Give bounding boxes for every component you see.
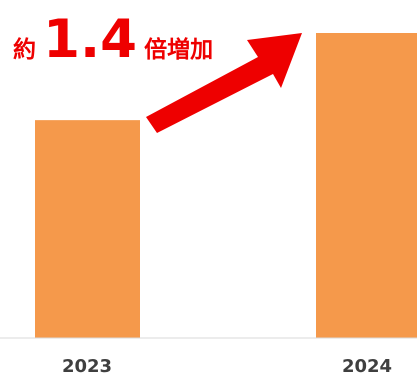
annotation-suffix: 倍増加 [144, 36, 213, 63]
annotation-multiplier: 1.4 [43, 9, 137, 70]
annotation-prefix: 約 [13, 36, 36, 63]
x-tick-label-2024: 2024 [342, 356, 392, 377]
x-tick-labels: 2023 2024 [62, 356, 392, 377]
growth-arrow-icon [146, 33, 302, 133]
x-tick-label-2023: 2023 [62, 356, 112, 377]
bar-2023 [35, 120, 140, 339]
bar-2024 [316, 33, 417, 338]
growth-annotation: 約 1.4 倍増加 [13, 9, 213, 70]
bars-group [35, 33, 417, 339]
